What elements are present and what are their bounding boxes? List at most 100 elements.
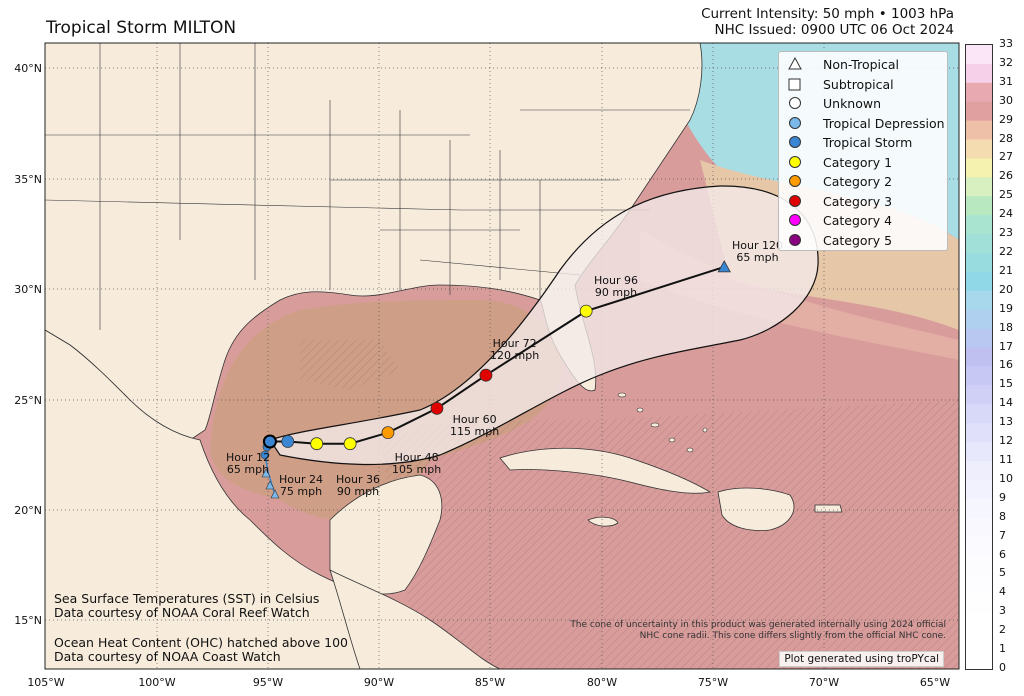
lon-label: 85°W (474, 676, 506, 689)
colorbar-segment (966, 120, 992, 141)
lat-label: 20°N (14, 504, 42, 517)
colorbar-segment (966, 442, 992, 462)
legend-item: Category 5 (779, 231, 947, 250)
colorbar-segment (966, 82, 992, 103)
lat-label: 35°N (14, 173, 42, 186)
colorbar-segment (966, 101, 992, 122)
forecast-point (262, 434, 277, 449)
colorbar-segment (966, 63, 992, 84)
forecast-label-hour48: Hour 48 105 mph (392, 451, 442, 476)
legend-item: Category 2 (779, 172, 947, 191)
legend-symbol (788, 78, 801, 90)
legend-item: Category 3 (779, 192, 947, 211)
ohc-hatch-gulf (300, 340, 400, 390)
colorbar-label: 8 (999, 509, 1006, 523)
jamaica-land (587, 516, 619, 527)
legend-symbol (789, 175, 801, 187)
legend-symbol (789, 155, 801, 168)
colorbar-segment (966, 423, 992, 443)
colorbar-label: 30 (999, 93, 1013, 107)
colorbar-label: 29 (999, 112, 1013, 126)
map-frame (44, 42, 960, 670)
colorbar-label: 24 (999, 207, 1013, 221)
hispaniola-land (717, 487, 795, 531)
legend-symbol (789, 136, 801, 148)
colorbar-segment (966, 593, 992, 613)
legend-label: Category 4 (823, 213, 893, 228)
colorbar-label: 19 (999, 301, 1013, 315)
legend-label: Unknown (823, 96, 882, 111)
colorbar-label: 15 (999, 377, 1013, 391)
state-borders (45, 43, 690, 330)
colorbar-label: 27 (999, 150, 1013, 164)
legend: Non-Tropical Subtropical Unknown Tropical D… (778, 51, 948, 251)
colorbar-segment (966, 196, 992, 216)
colorbar-label: 11 (999, 453, 1013, 466)
legend-symbol (789, 116, 801, 129)
colorbar-label: 0 (999, 661, 1006, 674)
colorbar-label: 2 (999, 623, 1006, 637)
colorbar-segment (966, 650, 992, 669)
legend-label: Tropical Depression (823, 115, 945, 131)
cone-note: The cone of uncertainty in this product … (570, 620, 946, 641)
colorbar-label: 6 (999, 547, 1006, 561)
legend-item: Unknown (779, 94, 947, 113)
colorbar-segment (966, 309, 992, 330)
colorbar-label: 4 (999, 585, 1006, 599)
warm-band (640, 230, 959, 360)
colorbar-label: 5 (999, 566, 1006, 580)
colorbar-label: 28 (999, 131, 1013, 145)
gulf-of-mexico (210, 300, 564, 522)
cone-of-uncertainty (269, 185, 819, 466)
nhc-issued: NHC Issued: 0900 UTC 06 Oct 2024 (714, 22, 954, 38)
colorbar-segment (966, 612, 992, 632)
sst-colorbar (965, 44, 993, 670)
colorbar-segment (966, 139, 992, 159)
legend-label: Non-Tropical (823, 57, 900, 72)
colorbar-segment (966, 517, 992, 538)
colorbar-segment (966, 498, 992, 519)
colorbar-segment (966, 234, 992, 254)
colorbar-label: 32 (999, 55, 1013, 69)
colorbar-label: 3 (999, 604, 1006, 618)
colorbar-segment (966, 328, 992, 349)
sst-note: Sea Surface Temperatures (SST) in Celsiu… (54, 591, 320, 620)
lon-label: 90°W (363, 676, 395, 689)
legend-item: Category 1 (779, 153, 947, 172)
forecast-point (310, 437, 324, 451)
legend-label: Category 3 (823, 193, 893, 209)
colorbar-label: 23 (999, 226, 1013, 240)
colorbar-label: 7 (999, 528, 1006, 542)
page-title: Tropical Storm MILTON (46, 18, 237, 38)
legend-label: Subtropical (823, 76, 894, 92)
colorbar-label: 22 (999, 245, 1013, 258)
colorbar-label: 14 (999, 396, 1013, 410)
lon-label: 70°W (808, 676, 840, 689)
lon-label: 75°W (697, 676, 729, 689)
forecast-label-hour36: Hour 36 90 mph (336, 473, 380, 498)
colorbar-segment (966, 479, 992, 500)
forecast-label-hour120: Hour 120 65 mph (732, 239, 783, 264)
colorbar-segment (966, 45, 992, 65)
colorbar-label: 13 (999, 415, 1013, 429)
colorbar-label: 20 (999, 282, 1013, 296)
forecast-point (430, 401, 444, 415)
colorbar-label: 18 (999, 320, 1013, 334)
lon-label: 105°W (27, 676, 65, 689)
legend-label: Category 2 (823, 174, 893, 189)
colorbar-segment (966, 290, 992, 311)
legend-item: Subtropical (779, 75, 947, 94)
forecast-label-hour96: Hour 96 90 mph (594, 274, 638, 299)
colorbar-label: 33 (999, 37, 1013, 50)
lat-label: 40°N (14, 62, 42, 75)
colorbar-label: 31 (999, 74, 1013, 88)
legend-item: Tropical Storm (779, 133, 947, 152)
colorbar-label: 25 (999, 188, 1013, 202)
colorbar-label: 26 (999, 169, 1013, 183)
colorbar-segment (966, 461, 992, 481)
colorbar-segment (966, 404, 992, 424)
legend-symbol (789, 194, 801, 207)
colorbar-segment (966, 177, 992, 197)
colorbar-segment (966, 215, 992, 235)
